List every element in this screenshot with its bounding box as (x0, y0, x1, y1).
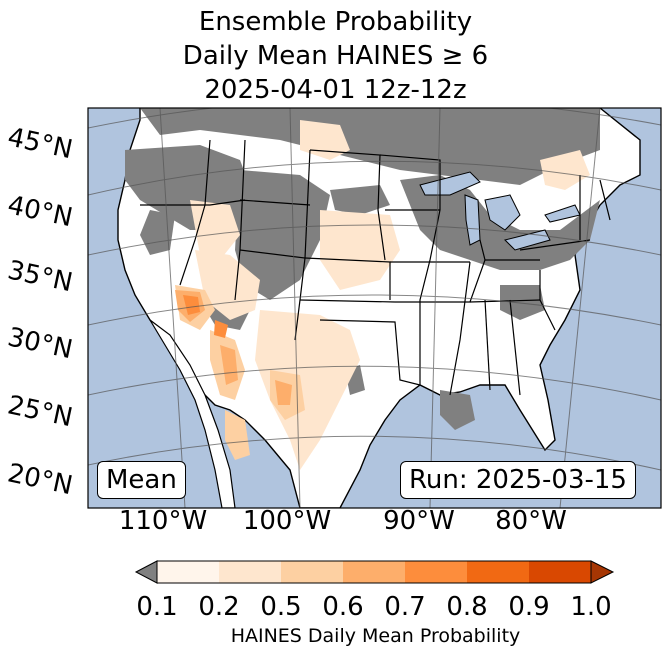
lon-label-110: 110°W (118, 506, 208, 536)
colorbar-under-arrow (134, 560, 158, 584)
colorbar-bin-4 (405, 561, 467, 583)
run-date-box: Run: 2025-03-15 (400, 461, 636, 499)
title-line2: Daily Mean HAINES ≥ 6 (182, 41, 489, 71)
great-lakes (419, 171, 581, 251)
colorbar-tick-1.0: 1.0 (570, 592, 612, 622)
colorbar-tick-0.2: 0.2 (198, 592, 240, 622)
colorbar-bin-2 (281, 561, 343, 583)
colorbar-bin-6 (529, 561, 591, 583)
colorbar-label: HAINES Daily Mean Probability (230, 625, 521, 647)
mean-box: Mean (97, 461, 186, 499)
title-line3: 2025-04-01 12z-12z (204, 75, 467, 105)
lon-label-100: 100°W (242, 506, 332, 536)
lon-label-80: 80°W (495, 506, 567, 536)
colorbar-bin-1 (219, 561, 281, 583)
colorbar (134, 560, 615, 584)
title-line1: Ensemble Probability (198, 7, 473, 37)
colorbar-tick-0.5: 0.5 (260, 592, 302, 622)
colorbar-tick-0.9: 0.9 (508, 592, 550, 622)
lon-label-90: 90°W (383, 506, 455, 536)
colorbar-tick-0.1: 0.1 (136, 592, 178, 622)
colorbar-tick-0.6: 0.6 (322, 592, 364, 622)
baja (149, 319, 236, 508)
probability-0.7-areas (183, 295, 228, 338)
map-frame (87, 107, 662, 509)
colorbar-tick-0.8: 0.8 (446, 592, 488, 622)
colorbar-over-arrow (590, 560, 615, 584)
colorbar-bin-5 (467, 561, 529, 583)
colorbar-bin-0 (157, 561, 219, 583)
colorbar-tick-0.7: 0.7 (384, 592, 426, 622)
colorbar-bin-3 (343, 561, 405, 583)
graticule (88, 108, 661, 508)
